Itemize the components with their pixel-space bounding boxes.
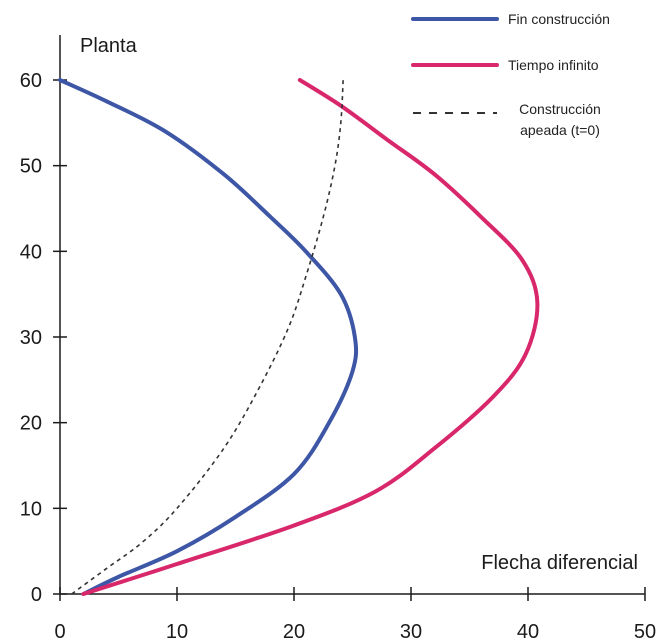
x-tick-label: 50	[634, 621, 656, 643]
x-tick-label: 40	[517, 621, 539, 643]
x-tick-label: 20	[283, 621, 305, 643]
series-layer	[58, 78, 540, 596]
y-tick-label: 50	[20, 156, 42, 178]
y-axis-title: Planta	[80, 35, 138, 57]
series-line-0	[58, 78, 359, 596]
legend: Fin construcción Tiempo infinito Construcc…	[411, 11, 610, 138]
axes	[59, 35, 645, 595]
x-tick-label: 0	[54, 621, 65, 643]
y-tick-label: 60	[20, 70, 42, 92]
legend-label-2: Construcción apeada (t=0)	[519, 101, 601, 138]
y-tick-label: 0	[31, 584, 42, 606]
x-axis-title: Flecha diferencial	[481, 552, 638, 574]
legend-label-0: Fin construcción	[508, 11, 610, 27]
y-tick-label: 30	[20, 327, 42, 349]
y-tick-label: 20	[20, 413, 42, 435]
series-line-1	[81, 78, 540, 596]
x-tick-label: 10	[166, 621, 188, 643]
x-tick-label: 30	[400, 621, 422, 643]
legend-label-1: Tiempo infinito	[508, 57, 599, 73]
y-tick-label: 40	[20, 241, 42, 263]
series-line-2	[71, 79, 344, 595]
ticks: 0 10 20 30 40 50 0 10 20 30 40 50 60	[20, 70, 656, 643]
y-tick-label: 10	[20, 498, 42, 520]
